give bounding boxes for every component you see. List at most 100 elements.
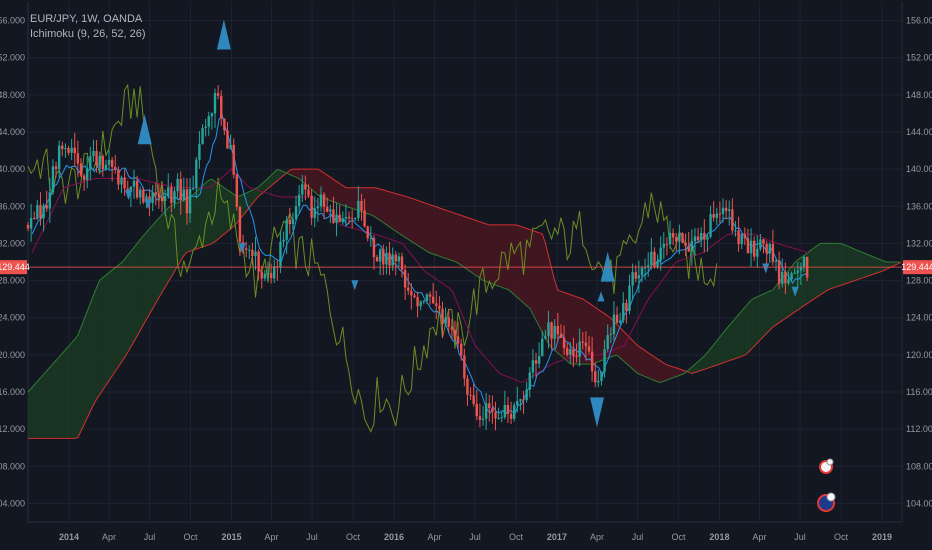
cloud-segment: [701, 356, 705, 371]
candle-body: [332, 209, 335, 223]
cloud-segment: [252, 188, 256, 204]
candle-body: [668, 233, 672, 245]
candle-body: [204, 126, 207, 129]
cloud-segment: [539, 232, 543, 333]
left-price-axis[interactable]: 104.000 108.000 112.000 116.000 120.000 124.0…: [0, 16, 25, 509]
cloud-segment: [542, 233, 546, 338]
candle-body: [375, 257, 379, 262]
cloud-segment: [423, 202, 427, 252]
candle-body: [132, 180, 136, 187]
candle-body: [516, 401, 519, 406]
candle-body: [650, 251, 653, 266]
candle-body: [64, 148, 67, 150]
last-price-tag-left: 129.444: [0, 262, 30, 272]
candle-body: [509, 413, 513, 419]
candle-body: [304, 184, 307, 190]
cloud-segment: [196, 188, 200, 250]
x-tick-label: Jul: [632, 532, 644, 542]
cloud-segment: [124, 255, 128, 358]
sell-signal-triangle: [762, 263, 770, 274]
candle-body: [316, 206, 320, 209]
candle-body: [625, 302, 628, 311]
cloud-segment: [486, 223, 490, 283]
cloud-segment: [442, 209, 446, 259]
candle-body: [528, 372, 531, 390]
cloud-segment: [716, 337, 720, 366]
candle-body: [647, 265, 650, 268]
cloud-segment: [137, 239, 141, 337]
candle-body: [95, 151, 98, 166]
x-tick-label: Oct: [671, 532, 686, 542]
candle-body: [335, 214, 338, 223]
y-tick-label-right: 104.000: [906, 498, 932, 508]
candle-body: [422, 300, 426, 302]
y-tick-label-right: 120.000: [906, 350, 932, 360]
candle-body: [734, 230, 737, 232]
cloud-segment: [249, 190, 253, 208]
cloud-segment: [670, 365, 674, 379]
candle-body: [135, 180, 139, 198]
candle-body: [403, 269, 407, 288]
candle-body: [235, 174, 239, 207]
time-axis[interactable]: 2014 Apr Jul Oct 2015 Apr Jul Oct 2016 Apr Jul Oct 2…: [59, 532, 892, 542]
cloud-segment: [511, 224, 515, 295]
right-price-axis[interactable]: 104.000 108.000 112.000 116.000 120.000 124.0…: [906, 16, 932, 509]
cloud-segment: [127, 251, 131, 353]
cloud-segment: [389, 191, 393, 229]
cloud-segment: [782, 274, 786, 321]
cloud-segment: [84, 311, 88, 425]
candle-body: [425, 294, 429, 301]
candle-body: [413, 295, 416, 298]
event-badges[interactable]: [817, 458, 836, 512]
cloud-segment: [504, 224, 508, 290]
cloud-segment: [473, 219, 477, 277]
cloud-segment: [56, 356, 60, 439]
candle-body: [229, 144, 232, 149]
cloud-segment: [853, 248, 858, 281]
symbol-label[interactable]: EUR/JPY, 1W, OANDA: [30, 13, 143, 25]
x-tick-label: 2017: [547, 532, 567, 542]
cloud-segment: [43, 370, 47, 439]
candle-body: [531, 360, 535, 373]
cloud-segment: [258, 184, 262, 197]
y-tick-label-right: 124.000: [906, 313, 932, 323]
candle-body: [765, 243, 768, 254]
buy-signal-triangle: [600, 251, 615, 282]
candle-body: [612, 314, 616, 334]
cloud-segment: [109, 270, 113, 381]
cloud-segment: [673, 366, 677, 378]
candle-body: [232, 144, 235, 175]
cloud-segment: [470, 218, 474, 274]
sell-signal-triangle: [791, 286, 799, 297]
cloud-segment: [454, 213, 459, 264]
candle-body: [350, 218, 354, 220]
cloud-segment: [386, 190, 390, 227]
cloud-segment: [838, 243, 842, 287]
candle-body: [385, 252, 388, 265]
candle-body: [715, 213, 718, 218]
candle-body: [163, 196, 167, 202]
candle-body: [307, 189, 310, 196]
x-tick-label: 2015: [221, 532, 241, 542]
x-tick-label: Oct: [509, 532, 524, 542]
cloud-segment: [520, 226, 524, 303]
cloud-segment: [221, 185, 225, 237]
candle-body: [223, 118, 226, 131]
indicator-label[interactable]: Ichimoku (9, 26, 52, 26): [30, 28, 146, 40]
cloud-segment: [461, 215, 465, 268]
y-tick-label-left: 108.000: [0, 461, 25, 471]
cloud-segment: [392, 192, 396, 232]
cloud-segment: [149, 225, 153, 315]
candle-body: [544, 336, 547, 339]
candle-body: [787, 279, 790, 284]
y-tick-label-right: 128.000: [906, 276, 932, 286]
cloud-segment: [65, 346, 69, 439]
candle-body: [790, 273, 793, 280]
candle-body: [453, 329, 457, 337]
cloud-segment: [451, 212, 455, 262]
cloud-segment: [638, 346, 642, 376]
cloud-segment: [626, 334, 630, 367]
event-badge-top-count-icon: [826, 458, 834, 466]
cloud-segment: [769, 289, 773, 331]
